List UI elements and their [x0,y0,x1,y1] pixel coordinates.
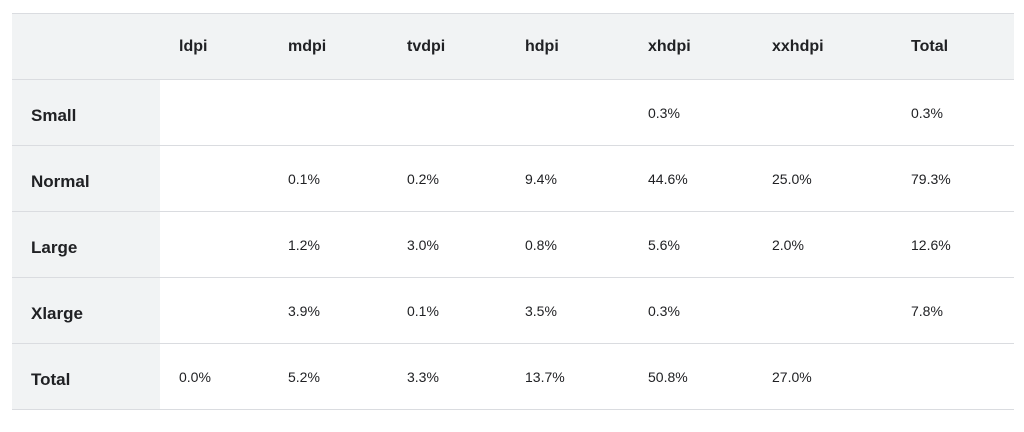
column-header: mdpi [269,13,388,80]
empty-cell [753,79,892,146]
empty-cell [160,79,269,146]
empty-cell [160,211,269,278]
table-cell: 3.0% [388,211,506,278]
table-row: Normal 0.1% 0.2% 9.4% 44.6% 25.0% 79.3% [12,145,1014,212]
table-header: ldpi mdpi tvdpi hdpi xhdpi xxhdpi Total [12,13,1014,80]
table-cell: 27.0% [753,343,892,410]
table-cell: 0.0% [160,343,269,410]
empty-cell [160,145,269,212]
table-cell: 3.9% [269,277,388,344]
table-cell: 0.1% [269,145,388,212]
row-label: Large [12,211,160,278]
table-cell: 2.0% [753,211,892,278]
table-body: Small 0.3% 0.3% Normal 0.1% 0.2% 9.4% 44.6% 25.0… [12,79,1014,410]
table-cell: 7.8% [892,277,1014,344]
empty-cell [160,277,269,344]
table-cell: 79.3% [892,145,1014,212]
table-cell: 5.6% [629,211,753,278]
table-row: Small 0.3% 0.3% [12,79,1014,146]
empty-cell [892,343,1014,410]
column-header: hdpi [506,13,629,80]
table-cell: 5.2% [269,343,388,410]
table-cell: 0.3% [892,79,1014,146]
row-label: Xlarge [12,277,160,344]
row-label: Small [12,79,160,146]
empty-cell [753,277,892,344]
density-table: ldpi mdpi tvdpi hdpi xhdpi xxhdpi Total Small 0… [12,13,1014,410]
table-row: Large 1.2% 3.0% 0.8% 5.6% 2.0% 12.6% [12,211,1014,278]
empty-cell [388,79,506,146]
table-cell: 0.2% [388,145,506,212]
table-cell: 0.3% [629,79,753,146]
table-cell: 3.5% [506,277,629,344]
table-cell: 0.1% [388,277,506,344]
row-label: Total [12,343,160,410]
table-row: Total 0.0% 5.2% 3.3% 13.7% 50.8% 27.0% [12,343,1014,410]
table-cell: 50.8% [629,343,753,410]
empty-cell [506,79,629,146]
column-header: xxhdpi [753,13,892,80]
table-cell: 12.6% [892,211,1014,278]
column-header: tvdpi [388,13,506,80]
header-row: ldpi mdpi tvdpi hdpi xhdpi xxhdpi Total [12,13,1014,80]
column-header: xhdpi [629,13,753,80]
column-header: ldpi [160,13,269,80]
table-cell: 13.7% [506,343,629,410]
corner-cell [12,13,160,80]
table-cell: 1.2% [269,211,388,278]
table-cell: 0.3% [629,277,753,344]
table-cell: 44.6% [629,145,753,212]
table-cell: 0.8% [506,211,629,278]
row-label: Normal [12,145,160,212]
table-row: Xlarge 3.9% 0.1% 3.5% 0.3% 7.8% [12,277,1014,344]
column-header: Total [892,13,1014,80]
empty-cell [269,79,388,146]
table-cell: 3.3% [388,343,506,410]
table-cell: 9.4% [506,145,629,212]
table-cell: 25.0% [753,145,892,212]
